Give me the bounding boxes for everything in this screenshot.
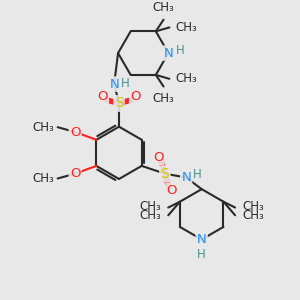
Text: S: S	[160, 167, 169, 181]
Text: N: N	[181, 171, 191, 184]
Text: H: H	[197, 248, 206, 261]
Text: O: O	[70, 125, 80, 139]
Text: O: O	[97, 90, 108, 103]
Text: CH₃: CH₃	[32, 172, 54, 185]
Text: CH₃: CH₃	[32, 121, 54, 134]
Text: CH₃: CH₃	[153, 1, 174, 14]
Text: S: S	[115, 97, 123, 110]
Text: O: O	[70, 167, 80, 180]
Text: CH₃: CH₃	[153, 92, 174, 105]
Text: O: O	[167, 184, 177, 196]
Text: N: N	[164, 46, 173, 60]
Text: O: O	[130, 90, 141, 103]
Text: CH₃: CH₃	[175, 21, 197, 34]
Text: N: N	[197, 233, 207, 246]
Text: CH₃: CH₃	[242, 209, 264, 222]
Text: CH₃: CH₃	[140, 200, 161, 213]
Text: N: N	[109, 78, 119, 91]
Text: CH₃: CH₃	[140, 209, 161, 222]
Text: CH₃: CH₃	[242, 200, 264, 213]
Text: H: H	[176, 44, 185, 57]
Text: H: H	[193, 168, 202, 181]
Text: O: O	[153, 151, 164, 164]
Text: H: H	[121, 76, 130, 90]
Text: CH₃: CH₃	[175, 72, 197, 85]
